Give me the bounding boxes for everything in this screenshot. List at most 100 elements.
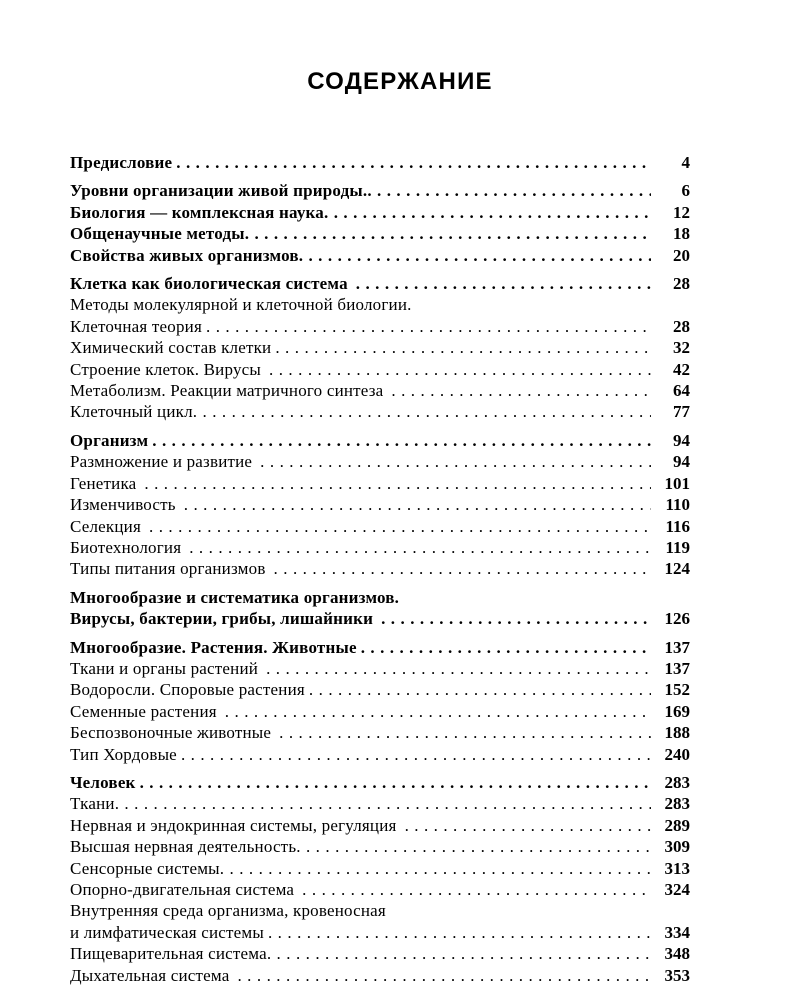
toc-entry-page-number: 101 (664, 473, 691, 493)
toc-dot-leader (279, 726, 651, 744)
toc-entry[interactable]: Тип Хордовые 240 (70, 744, 690, 765)
toc-entry-label: Биотехнология (70, 537, 182, 557)
toc-entry-page-number: 18 (673, 224, 690, 244)
toc-entry-label: Внутренняя среда организма, кровеносная (70, 901, 386, 921)
toc-entry[interactable]: и лимфатическая системы 334 (70, 922, 690, 943)
toc-entry[interactable]: Многообразие. Растения. Животные 137 (70, 637, 690, 658)
toc-entry[interactable]: Уровни организации живой природы. 6 (70, 180, 690, 201)
toc-dot-leader (220, 861, 651, 879)
toc-entry[interactable]: Пищеварительная система 348 (70, 943, 690, 964)
toc-entry[interactable]: Клеточная теория 28 (70, 316, 690, 337)
toc-entry[interactable]: Предисловие 4 (70, 152, 690, 173)
toc-entry[interactable]: Беспозвоночные животные 188 (70, 722, 690, 743)
toc-dot-leader (152, 433, 651, 451)
toc-entry-label: Многообразие и систематика организмов. (70, 587, 400, 607)
toc-entry-label: Дыхательная система (70, 965, 230, 985)
toc-dot-leader (324, 205, 651, 223)
toc-entry-label: и лимфатическая системы (70, 922, 264, 942)
toc-entry-page-number: 348 (664, 944, 691, 964)
toc-entry-page-number: 94 (673, 452, 690, 472)
toc-entry-label: Метаболизм. Реакции матричного синтеза (70, 381, 384, 401)
toc-entry-page-number: 110 (665, 495, 690, 515)
page-title: СОДЕРЖАНИЕ (307, 68, 493, 95)
toc-entry-page-number: 324 (664, 880, 691, 899)
toc-entry-label: Семенные растения (70, 701, 217, 721)
toc-entry-continuation: Многообразие и систематика организмов. (70, 587, 690, 608)
toc-entry-label: Организм (70, 430, 149, 450)
toc-dot-leader (268, 925, 651, 943)
toc-entry-page-number: 6 (681, 181, 691, 201)
toc-dot-leader (193, 405, 651, 423)
toc-entry[interactable]: Высшая нервная деятельность 309 (70, 836, 690, 857)
toc-entry[interactable]: Строение клеток. Вирусы 42 (70, 359, 690, 380)
toc-dot-leader (115, 797, 651, 815)
toc-entry-label: Общенаучные методы (70, 224, 245, 244)
toc-entry-page-number: 12 (673, 202, 690, 222)
toc-entry[interactable]: Клеточный цикл 77 (70, 401, 690, 422)
toc-dot-leader (189, 540, 651, 558)
toc-entry-page-number: 309 (664, 837, 691, 857)
toc-dot-leader (149, 519, 651, 537)
table-of-contents: Предисловие 4 Уровни организации живой при… (70, 152, 690, 986)
toc-dot-leader (275, 341, 651, 359)
toc-entry-label: Клеточная теория (70, 316, 202, 336)
toc-entry-page-number: 283 (664, 794, 691, 814)
toc-entry-label: Изменчивость (70, 495, 176, 515)
toc-group: Человек283Ткани283Нервная и эндокринная … (70, 772, 690, 986)
toc-entry[interactable]: Общенаучные методы 18 (70, 223, 690, 244)
toc-entry[interactable]: Генетика 101 (70, 473, 690, 494)
toc-entry-page-number: 152 (664, 680, 691, 700)
toc-entry[interactable]: Размножение и развитие 94 (70, 451, 690, 472)
toc-entry-label: Беспозвоночные животные (70, 723, 272, 743)
toc-entry-page-number: 126 (664, 609, 691, 629)
toc-dot-leader (269, 362, 651, 380)
toc-entry[interactable]: Опорно-двигательная система 324 (70, 879, 690, 900)
toc-entry[interactable]: Клетка как биологическая система 28 (70, 273, 690, 294)
toc-dot-leader (144, 476, 651, 494)
toc-entry[interactable]: Человек 283 (70, 772, 690, 793)
toc-entry[interactable]: Селекция 116 (70, 516, 690, 537)
toc-entry-page-number: 77 (673, 402, 690, 422)
toc-entry-page-number: 94 (673, 430, 690, 450)
toc-entry-page-number: 64 (673, 381, 690, 401)
toc-group: Уровни организации живой природы.6Биолог… (70, 180, 690, 266)
toc-entry-page-number: 353 (664, 965, 691, 985)
toc-entry[interactable]: Метаболизм. Реакции матричного синтеза 64 (70, 380, 690, 401)
toc-dot-leader (181, 747, 651, 765)
toc-entry-label: Опорно-двигательная система (70, 880, 295, 899)
toc-entry[interactable]: Нервная и эндокринная системы, регуляция… (70, 815, 690, 836)
toc-entry[interactable]: Химический состав клетки 32 (70, 337, 690, 358)
toc-entry[interactable]: Биология — комплексная наука 12 (70, 202, 690, 223)
toc-entry[interactable]: Дыхательная система 353 (70, 965, 690, 986)
toc-dot-leader (184, 498, 651, 516)
toc-entry-label: Водоросли. Споровые растения (70, 680, 305, 700)
toc-dot-leader (302, 882, 651, 900)
toc-entry-page-number: 4 (681, 153, 691, 172)
toc-entry[interactable]: Свойства живых организмов 20 (70, 245, 690, 266)
toc-dot-leader (237, 968, 651, 986)
toc-dot-leader (356, 276, 651, 294)
toc-entry-label: Селекция (70, 516, 141, 536)
toc-entry-label: Клеточный цикл (70, 402, 193, 422)
toc-entry-label: Ткани и органы растений (70, 658, 259, 678)
toc-group: Предисловие 4 (70, 152, 690, 173)
toc-entry[interactable]: Семенные растения 169 (70, 701, 690, 722)
toc-entry[interactable]: Изменчивость 110 (70, 494, 690, 515)
toc-entry-page-number: 116 (665, 516, 690, 536)
toc-entry-label: Генетика (70, 473, 137, 493)
toc-entry[interactable]: Ткани и органы растений 137 (70, 658, 690, 679)
toc-entry[interactable]: Биотехнология 119 (70, 537, 690, 558)
toc-dot-leader (140, 775, 651, 793)
toc-entry[interactable]: Типы питания организмов 124 (70, 558, 690, 579)
toc-entry[interactable]: Вирусы, бактерии, грибы, лишайники 126 (70, 608, 690, 629)
toc-dot-leader (299, 248, 651, 266)
toc-dot-leader (296, 840, 651, 858)
toc-entry[interactable]: Ткани 283 (70, 793, 690, 814)
toc-entry[interactable]: Сенсорные системы 313 (70, 858, 690, 879)
toc-entry-continuation: Методы молекулярной и клеточной биологии… (70, 294, 690, 315)
toc-entry-label: Химический состав клетки (70, 338, 272, 358)
toc-entry[interactable]: Водоросли. Споровые растения 152 (70, 679, 690, 700)
toc-entry[interactable]: Организм 94 (70, 430, 690, 451)
toc-entry-label: Сенсорные системы (70, 858, 220, 878)
